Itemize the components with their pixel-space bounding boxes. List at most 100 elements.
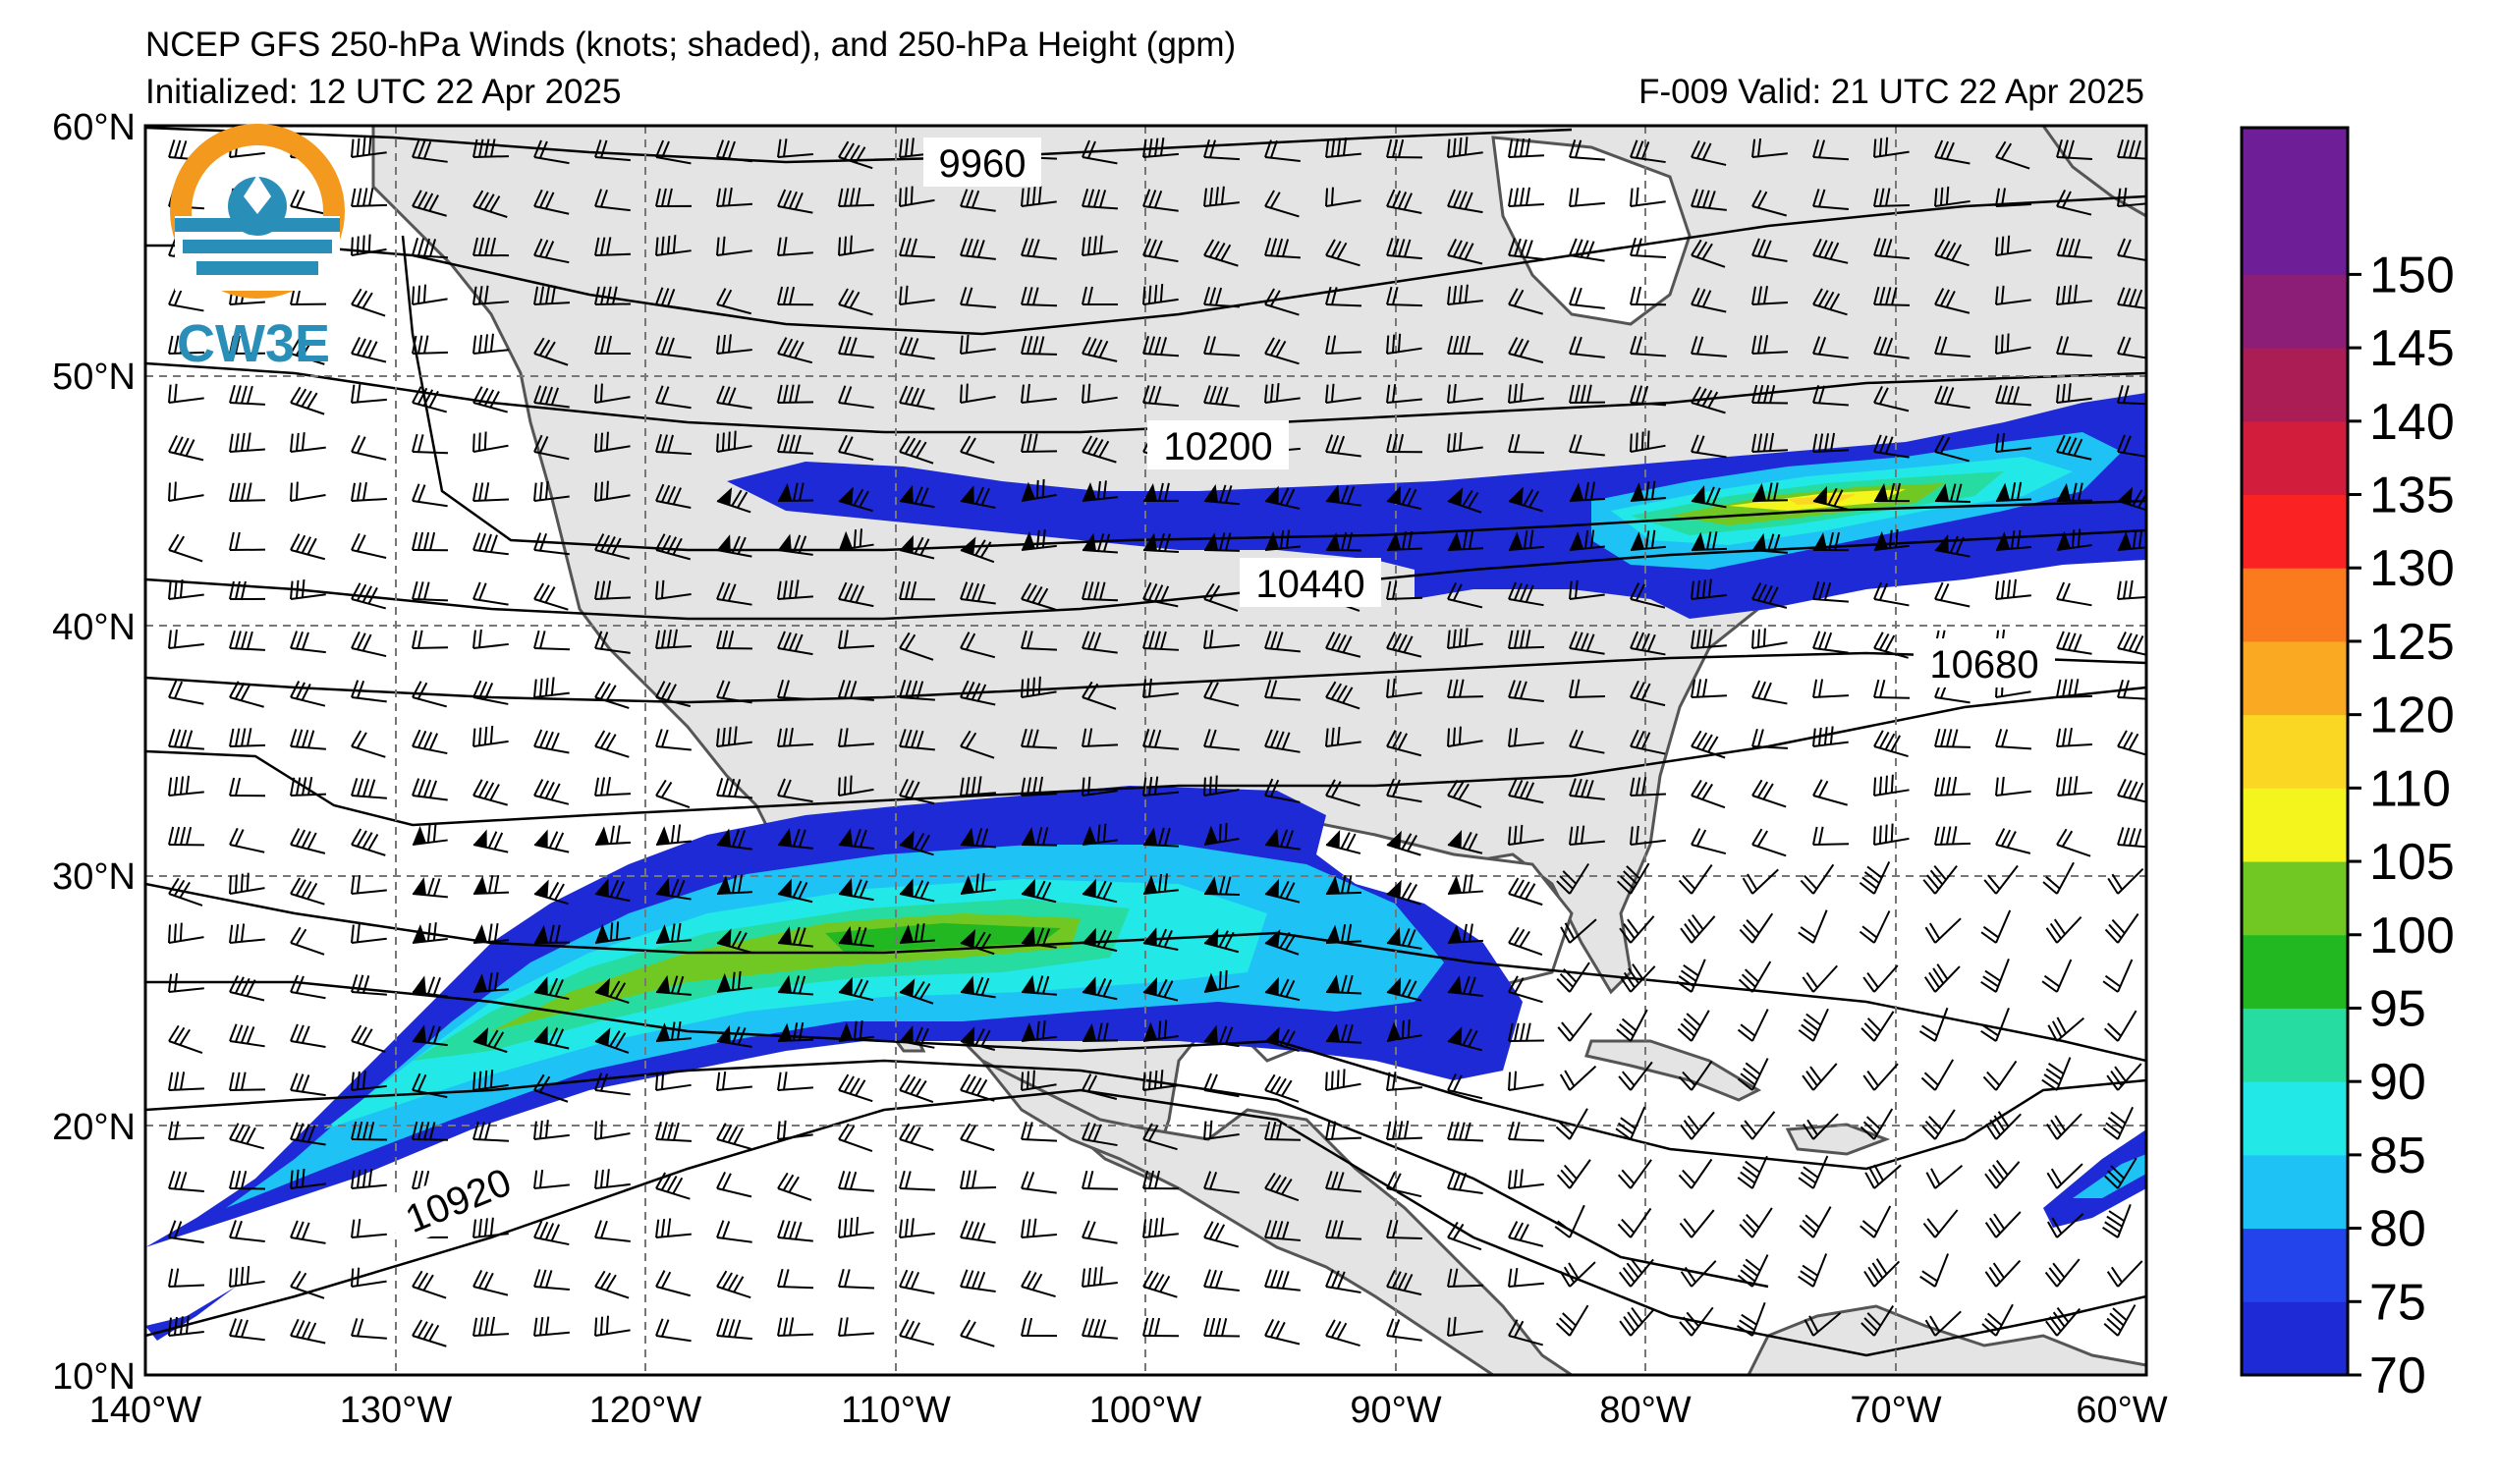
- wind-barb: [838, 828, 874, 851]
- colorbar-label: 90: [2369, 1054, 2426, 1111]
- wind-barb: [1569, 631, 1605, 655]
- wind-barb: [472, 874, 510, 895]
- wind-barb: [1021, 286, 1058, 307]
- wind-barb: [1386, 678, 1422, 698]
- wind-barb: [1508, 238, 1544, 260]
- wind-barb: [838, 1317, 874, 1337]
- wind-barb: [1447, 679, 1484, 698]
- wind-barb: [472, 431, 509, 453]
- wind-barb: [1142, 189, 1179, 212]
- polar-jet-shading: [727, 393, 2146, 619]
- colorbar-segment: [2242, 568, 2348, 642]
- wind-barb: [533, 829, 570, 853]
- wind-barb: [1325, 187, 1361, 207]
- wind-barb: [960, 485, 996, 509]
- wind-barb: [1751, 384, 1789, 405]
- wind-barb: [1873, 581, 1910, 607]
- wind-barb: [533, 481, 570, 502]
- wind-barb: [1082, 435, 1117, 464]
- wind-barb: [351, 582, 387, 610]
- wind-barb: [1508, 383, 1544, 404]
- wind-barb: [1082, 823, 1118, 846]
- wind-barb: [1555, 1108, 1588, 1140]
- wind-barb: [1264, 1220, 1301, 1241]
- wind-barb: [838, 486, 873, 513]
- wind-barb: [1742, 868, 1779, 895]
- wind-barb: [716, 385, 752, 410]
- colorbar-segment: [2242, 200, 2348, 275]
- wind-barbs: [168, 137, 2146, 1347]
- wind-barb: [2106, 1260, 2143, 1288]
- wind-barb: [777, 631, 813, 656]
- wind-barb: [1873, 823, 1910, 846]
- wind-barb: [838, 1171, 874, 1192]
- wind-barb: [1691, 679, 1728, 698]
- wind-barb: [594, 921, 631, 944]
- wind-barb: [533, 879, 569, 906]
- wind-barb: [2056, 482, 2093, 502]
- wind-barb: [290, 1072, 326, 1097]
- wind-barb: [960, 383, 996, 404]
- wind-barb: [1798, 909, 1828, 944]
- wind-barb: [1264, 1269, 1301, 1292]
- wind-barb: [1873, 385, 1910, 412]
- wind-barb: [1203, 1024, 1240, 1048]
- wind-barb: [1812, 238, 1849, 264]
- lon-label-100: 100°W: [1089, 1390, 1202, 1431]
- wind-barb: [1984, 1159, 2021, 1189]
- wind-barb: [716, 874, 753, 895]
- wind-barb: [1325, 484, 1361, 507]
- wind-barb: [1691, 730, 1726, 759]
- wind-barb: [594, 1315, 631, 1337]
- wind-barb: [1557, 1012, 1592, 1042]
- wind-barb: [412, 139, 448, 163]
- wind-barb: [472, 581, 509, 606]
- wind-barb: [533, 285, 571, 305]
- colorbar-label: 105: [2369, 834, 2455, 891]
- wind-barb: [1142, 482, 1180, 502]
- wind-barb: [1630, 237, 1666, 259]
- wind-barb: [168, 729, 204, 750]
- wind-barb: [655, 1318, 692, 1343]
- wind-barb: [1738, 961, 1772, 993]
- contour-label-10680: 10680: [1914, 638, 2055, 687]
- wind-barb: [1676, 959, 1706, 993]
- wind-barb: [290, 337, 325, 365]
- wind-barb: [1554, 1204, 1585, 1238]
- wind-barb: [1934, 336, 1971, 357]
- wind-barb: [655, 336, 692, 359]
- wind-barb: [1630, 582, 1666, 609]
- wind-barb: [2056, 581, 2092, 607]
- wind-barb: [1386, 286, 1423, 307]
- wind-barb: [1934, 776, 1971, 797]
- wind-barb: [1985, 1111, 2022, 1140]
- wind-barb: [412, 630, 449, 649]
- wind-barb: [412, 335, 449, 355]
- wind-barb: [1508, 529, 1544, 551]
- wind-barb: [777, 974, 813, 996]
- wind-barb: [2056, 828, 2091, 857]
- lon-label-90: 90°W: [1350, 1390, 1441, 1431]
- wind-barb: [594, 139, 631, 162]
- wind-barb: [1325, 137, 1361, 158]
- wind-barb: [594, 1220, 631, 1242]
- wind-barb: [168, 1121, 205, 1140]
- colorbar-segment: [2242, 1228, 2348, 1302]
- wind-barb: [1569, 679, 1606, 698]
- wind-barb: [1995, 578, 2031, 600]
- north-america-land: [371, 126, 2146, 1182]
- wind-barb: [1798, 1008, 1829, 1042]
- wind-barb: [1569, 481, 1606, 502]
- wind-barb: [899, 729, 935, 751]
- wind-barb: [2117, 238, 2146, 263]
- wind-barb: [1203, 385, 1240, 408]
- wind-barb: [899, 1269, 935, 1294]
- wind-barb: [716, 334, 752, 355]
- wind-barb: [1737, 1254, 1769, 1288]
- wind-barb: [594, 383, 631, 404]
- wind-barb: [229, 728, 266, 747]
- wind-barb: [229, 1318, 265, 1342]
- wind-barb: [655, 188, 693, 207]
- wind-barb: [1751, 238, 1788, 262]
- wind-barb: [655, 533, 692, 561]
